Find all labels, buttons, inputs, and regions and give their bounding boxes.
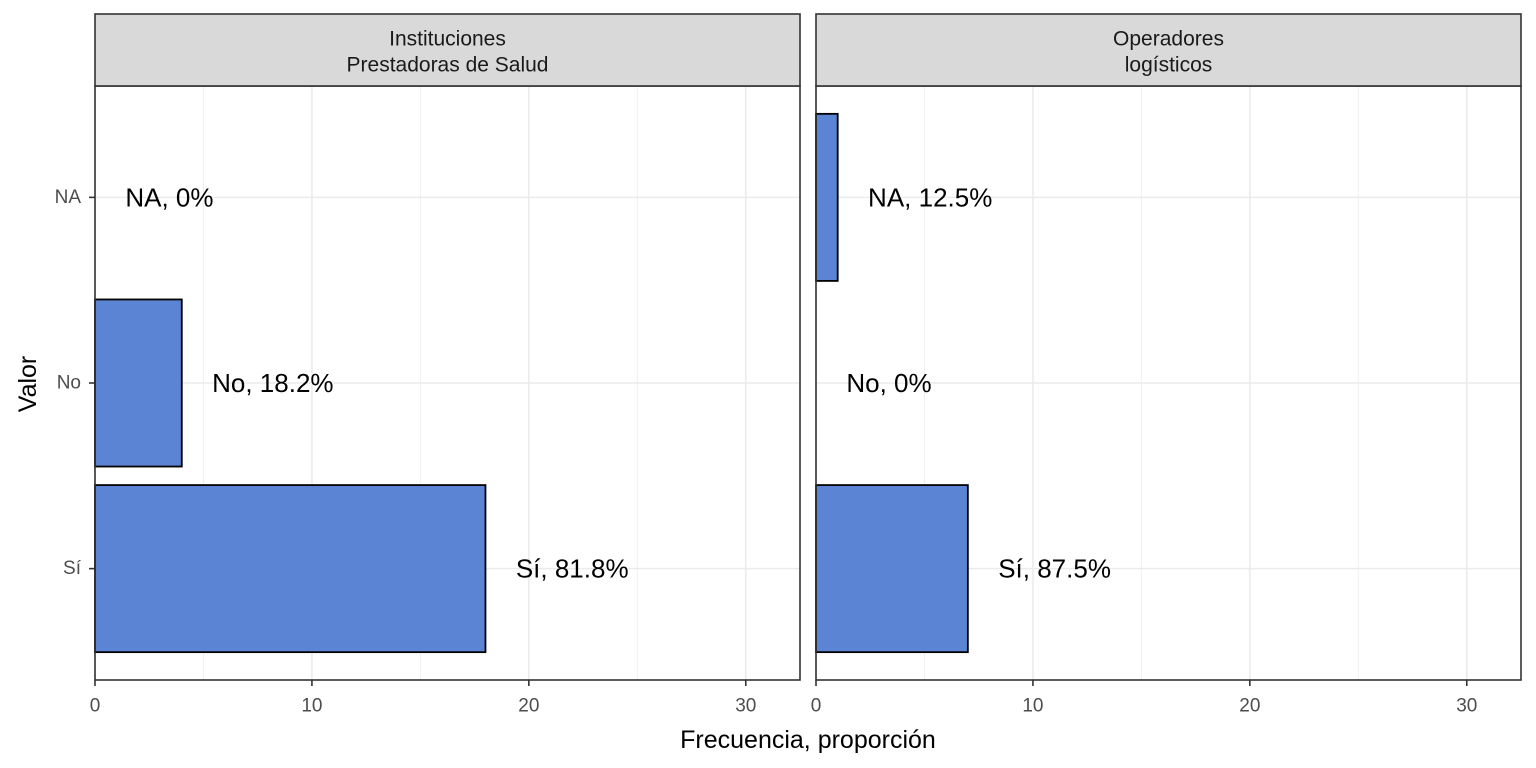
x-tick-label: 0 bbox=[811, 696, 822, 717]
y-tick-label: Sí bbox=[63, 558, 82, 579]
x-tick-label: 10 bbox=[301, 696, 322, 717]
panel-1: NA, 0% No, 18.2% Sí, 81.8% Instituciones Pre… bbox=[90, 13, 801, 717]
bar-sí bbox=[815, 484, 969, 654]
x-tick-label: 30 bbox=[1456, 696, 1477, 717]
facet-title-line: Operadores bbox=[1113, 28, 1224, 51]
y-axis-title: Valor bbox=[14, 356, 42, 413]
panel-2: NA, 12.5% No, 0% Sí, 87.5% Operadores logíst… bbox=[811, 13, 1522, 717]
facet-title-line: Instituciones bbox=[389, 28, 506, 51]
x-tick-label: 10 bbox=[1022, 696, 1043, 717]
facet-strip bbox=[94, 13, 801, 87]
y-tick-label: NA bbox=[55, 187, 82, 208]
x-tick-label: 0 bbox=[90, 696, 101, 717]
x-tick-label: 20 bbox=[1239, 696, 1260, 717]
bar-sí bbox=[94, 484, 487, 654]
data-label: NA, 12.5% bbox=[868, 182, 992, 212]
data-label: NA, 0% bbox=[125, 182, 213, 212]
facet-title-line: logísticos bbox=[1125, 54, 1213, 77]
data-label: Sí, 87.5% bbox=[998, 554, 1111, 584]
bar-no bbox=[94, 298, 183, 468]
facet-title-line: Prestadoras de Salud bbox=[347, 54, 549, 77]
y-axis: NA No Sí bbox=[55, 187, 95, 579]
data-label: No, 0% bbox=[846, 368, 931, 398]
x-tick-label: 30 bbox=[735, 696, 756, 717]
x-tick-label: 20 bbox=[518, 696, 539, 717]
facet-strip bbox=[815, 13, 1522, 87]
data-label: No, 18.2% bbox=[212, 368, 333, 398]
data-label: Sí, 81.8% bbox=[516, 554, 629, 584]
bar-na bbox=[815, 112, 839, 282]
y-tick-label: No bbox=[57, 373, 81, 394]
x-axis-title: Frecuencia, proporción bbox=[680, 726, 936, 754]
